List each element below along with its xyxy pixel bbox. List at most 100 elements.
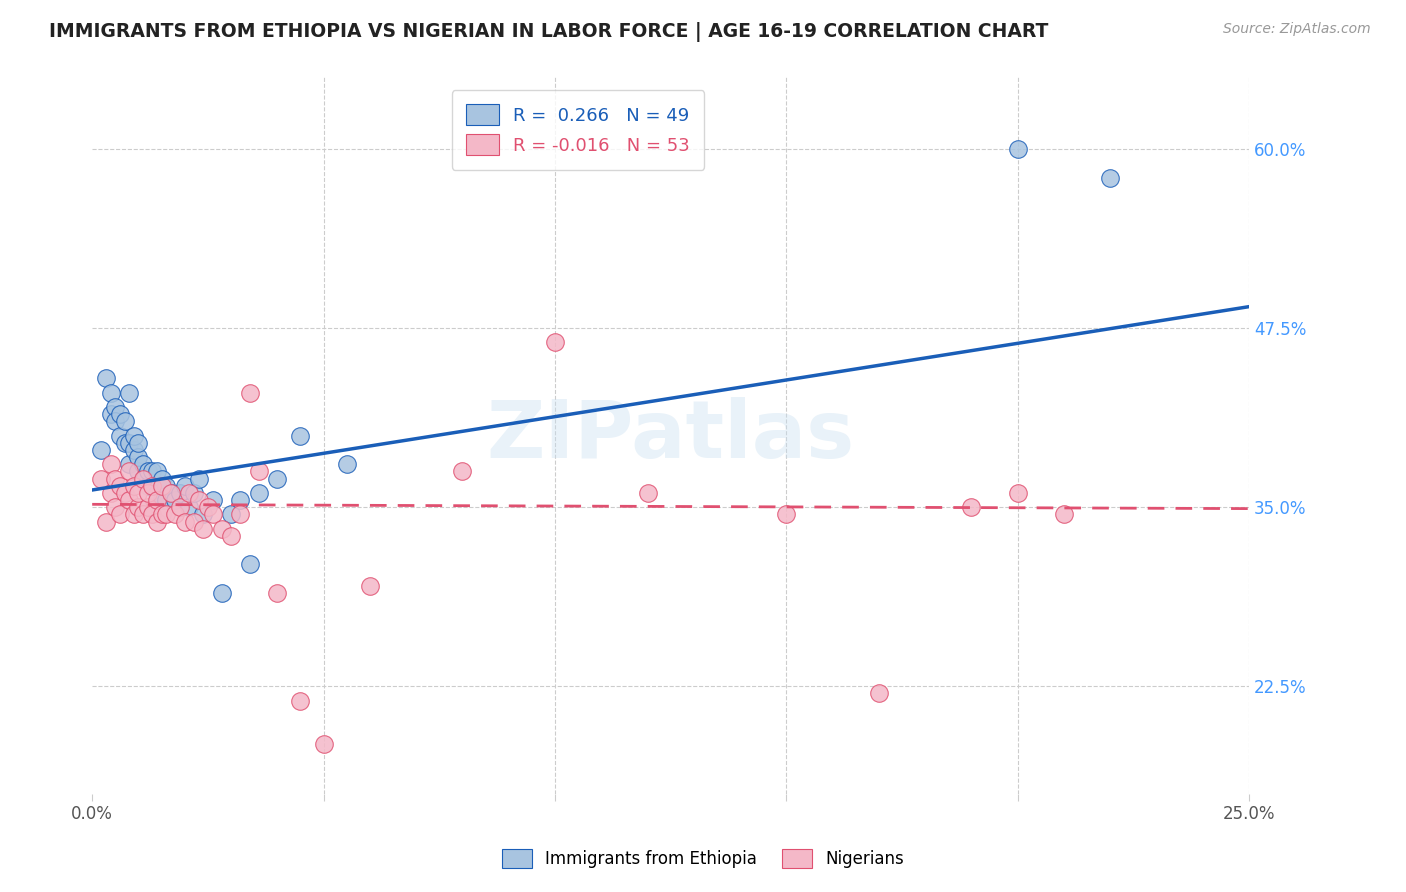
- Point: [127, 435, 149, 450]
- Point: [1007, 486, 1029, 500]
- Point: [312, 737, 335, 751]
- Point: [197, 500, 219, 515]
- Text: Source: ZipAtlas.com: Source: ZipAtlas.com: [1223, 22, 1371, 37]
- Point: [160, 486, 183, 500]
- Point: [108, 428, 131, 442]
- Point: [179, 500, 201, 515]
- Point: [127, 500, 149, 515]
- Point: [868, 686, 890, 700]
- Point: [266, 586, 288, 600]
- Point: [146, 464, 169, 478]
- Point: [179, 486, 201, 500]
- Point: [211, 586, 233, 600]
- Point: [104, 500, 127, 515]
- Point: [201, 493, 224, 508]
- Point: [160, 486, 183, 500]
- Text: IMMIGRANTS FROM ETHIOPIA VS NIGERIAN IN LABOR FORCE | AGE 16-19 CORRELATION CHAR: IMMIGRANTS FROM ETHIOPIA VS NIGERIAN IN …: [49, 22, 1049, 42]
- Point: [100, 407, 122, 421]
- Point: [1053, 508, 1076, 522]
- Point: [118, 464, 141, 478]
- Point: [155, 493, 177, 508]
- Point: [155, 508, 177, 522]
- Legend: R =  0.266   N = 49, R = -0.016   N = 53: R = 0.266 N = 49, R = -0.016 N = 53: [451, 90, 704, 169]
- Point: [193, 508, 215, 522]
- Point: [114, 414, 136, 428]
- Point: [150, 471, 173, 485]
- Point: [201, 508, 224, 522]
- Point: [100, 457, 122, 471]
- Point: [132, 471, 155, 485]
- Point: [155, 478, 177, 492]
- Legend: Immigrants from Ethiopia, Nigerians: Immigrants from Ethiopia, Nigerians: [495, 842, 911, 875]
- Point: [127, 450, 149, 464]
- Point: [90, 442, 112, 457]
- Point: [132, 508, 155, 522]
- Point: [90, 471, 112, 485]
- Point: [183, 515, 205, 529]
- Point: [136, 500, 159, 515]
- Point: [108, 407, 131, 421]
- Point: [132, 471, 155, 485]
- Point: [359, 579, 381, 593]
- Point: [146, 515, 169, 529]
- Point: [150, 493, 173, 508]
- Point: [146, 486, 169, 500]
- Point: [169, 500, 191, 515]
- Point: [118, 457, 141, 471]
- Point: [187, 493, 209, 508]
- Point: [193, 522, 215, 536]
- Point: [118, 493, 141, 508]
- Point: [141, 464, 163, 478]
- Point: [122, 428, 145, 442]
- Point: [136, 486, 159, 500]
- Point: [229, 493, 252, 508]
- Point: [108, 478, 131, 492]
- Point: [122, 442, 145, 457]
- Point: [150, 478, 173, 492]
- Text: ZIPatlas: ZIPatlas: [486, 397, 855, 475]
- Point: [146, 493, 169, 508]
- Point: [219, 529, 242, 543]
- Point: [104, 414, 127, 428]
- Point: [165, 508, 187, 522]
- Point: [122, 478, 145, 492]
- Point: [108, 508, 131, 522]
- Point: [94, 371, 117, 385]
- Point: [1007, 142, 1029, 156]
- Point: [118, 435, 141, 450]
- Point: [100, 385, 122, 400]
- Point: [247, 464, 270, 478]
- Point: [141, 478, 163, 492]
- Point: [637, 486, 659, 500]
- Point: [219, 508, 242, 522]
- Point: [211, 522, 233, 536]
- Point: [960, 500, 983, 515]
- Point: [187, 471, 209, 485]
- Point: [183, 486, 205, 500]
- Point: [127, 486, 149, 500]
- Point: [229, 508, 252, 522]
- Point: [136, 478, 159, 492]
- Point: [775, 508, 797, 522]
- Point: [104, 471, 127, 485]
- Point: [141, 508, 163, 522]
- Point: [141, 478, 163, 492]
- Point: [290, 428, 312, 442]
- Point: [122, 508, 145, 522]
- Point: [127, 464, 149, 478]
- Point: [238, 558, 260, 572]
- Point: [544, 335, 567, 350]
- Point: [114, 435, 136, 450]
- Point: [169, 486, 191, 500]
- Point: [104, 400, 127, 414]
- Point: [1099, 170, 1122, 185]
- Point: [94, 515, 117, 529]
- Point: [238, 385, 260, 400]
- Point: [290, 693, 312, 707]
- Point: [336, 457, 359, 471]
- Point: [247, 486, 270, 500]
- Point: [173, 478, 195, 492]
- Point: [100, 486, 122, 500]
- Point: [136, 464, 159, 478]
- Point: [165, 493, 187, 508]
